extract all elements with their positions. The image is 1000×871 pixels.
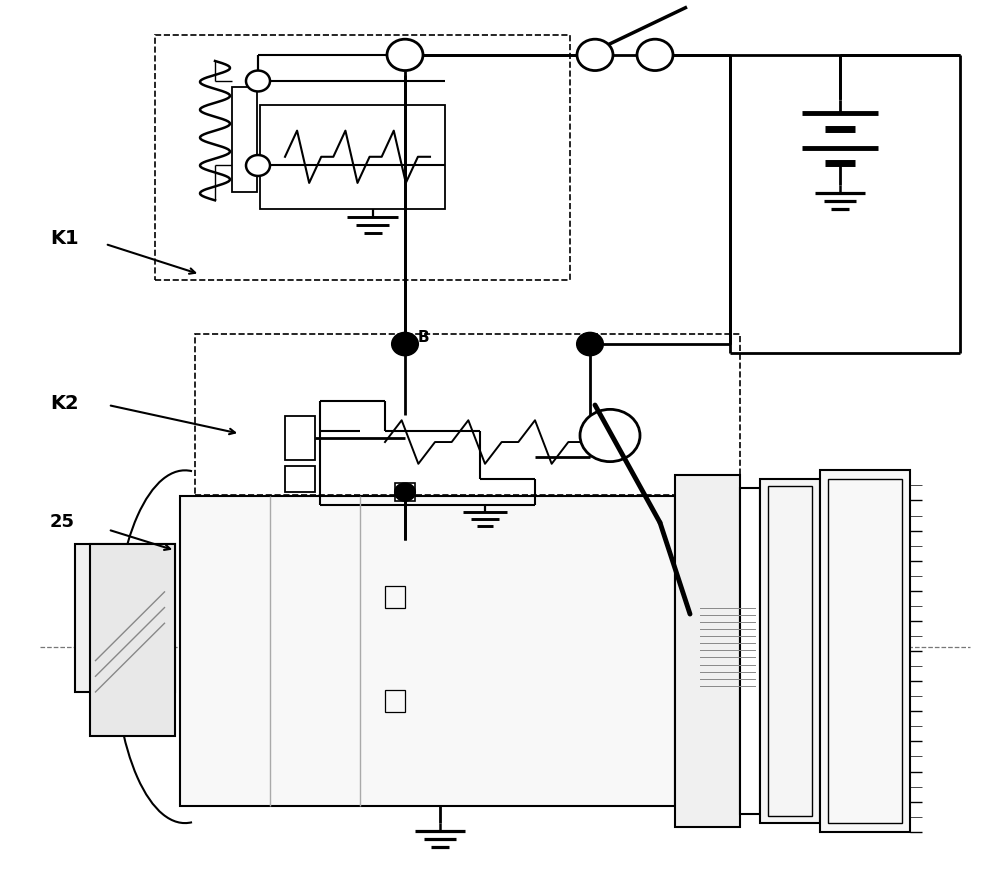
Circle shape: [246, 71, 270, 91]
Circle shape: [580, 409, 640, 462]
Circle shape: [392, 333, 418, 355]
Bar: [385, 585, 405, 608]
Bar: [395, 483, 415, 501]
Bar: [260, 105, 445, 209]
Bar: [820, 470, 910, 832]
Bar: [285, 416, 315, 460]
Text: B: B: [418, 330, 430, 345]
Bar: [675, 475, 740, 827]
Bar: [180, 496, 675, 806]
Bar: [828, 479, 902, 823]
Bar: [195, 334, 740, 495]
Bar: [385, 690, 405, 712]
Text: K1: K1: [50, 229, 79, 248]
Bar: [768, 486, 812, 816]
Text: K2: K2: [50, 395, 79, 414]
Bar: [232, 87, 257, 192]
Circle shape: [387, 39, 423, 71]
Bar: [90, 544, 175, 736]
Bar: [155, 35, 570, 280]
Bar: [740, 488, 760, 814]
Bar: [760, 479, 820, 823]
Circle shape: [577, 333, 603, 355]
Circle shape: [395, 483, 415, 501]
Circle shape: [577, 39, 613, 71]
Text: 25: 25: [50, 513, 75, 531]
Bar: [285, 466, 315, 492]
Bar: [75, 544, 175, 692]
Circle shape: [637, 39, 673, 71]
Circle shape: [246, 155, 270, 176]
